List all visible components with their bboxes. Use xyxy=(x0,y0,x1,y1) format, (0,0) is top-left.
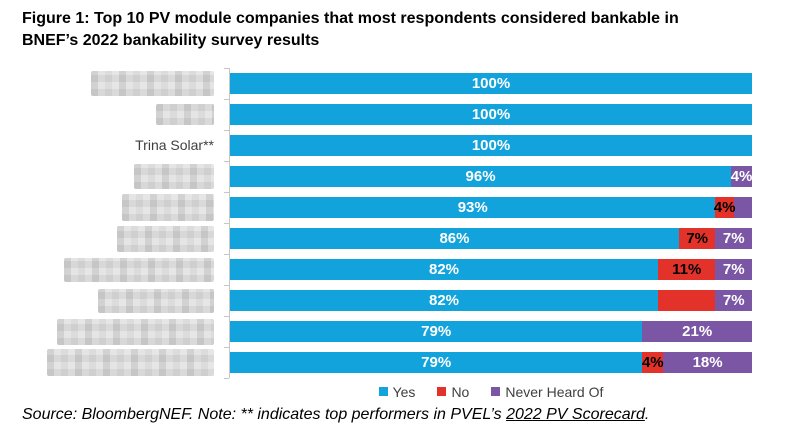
figure-title-line1: Figure 1: Top 10 PV module companies tha… xyxy=(22,10,679,27)
legend-item-never: Never Heard Of xyxy=(491,384,603,400)
source-note: Source: BloombergNEF. Note: ** indicates… xyxy=(22,406,649,424)
y-axis-tick xyxy=(224,99,229,100)
figure-title: Figure 1: Top 10 PV module companies tha… xyxy=(22,8,782,52)
y-axis-tick xyxy=(224,130,229,131)
bar-segment-yes: 79% xyxy=(230,352,643,373)
legend-label: Never Heard Of xyxy=(505,383,604,400)
y-axis-tick xyxy=(224,316,229,317)
bar-segment-never: 21% xyxy=(642,321,752,342)
bar-segment-label: 93% xyxy=(457,199,488,216)
scorecard-link[interactable]: 2022 PV Scorecard xyxy=(506,406,645,423)
bar-segment-yes: 86% xyxy=(230,228,679,249)
legend-swatch-never xyxy=(491,387,501,396)
bar-segment-no: 4% xyxy=(713,197,736,218)
legend-item-yes: Yes xyxy=(378,383,416,400)
bar-segment-no xyxy=(658,290,716,311)
bar-segment-label: 4% xyxy=(641,354,664,371)
legend: Yes No Never Heard Of xyxy=(230,383,752,400)
bar-row: 82% 7% xyxy=(230,290,752,311)
legend-label: No xyxy=(451,383,470,400)
bar-row: 82% 11% 7% xyxy=(230,259,752,280)
bar-segment-label: 100% xyxy=(471,137,511,154)
category-label-redacted xyxy=(156,104,214,125)
bar-segment-label: 79% xyxy=(421,354,452,371)
category-label-redacted xyxy=(57,318,214,345)
bar-segment-no: 4% xyxy=(641,352,664,373)
bar-row: 100% xyxy=(230,73,752,94)
bar-row: 93% 4% xyxy=(230,197,752,218)
bar-segment-label: 100% xyxy=(471,106,511,123)
bar-segment-label: 4% xyxy=(713,199,736,216)
bar-segment-label: 4% xyxy=(730,168,753,185)
bar-segment-label: 18% xyxy=(692,354,723,371)
bar-segment-never: 7% xyxy=(715,290,752,311)
bar-row: 100% xyxy=(230,104,752,125)
bar-segment-label: 79% xyxy=(421,323,452,340)
legend-swatch-no xyxy=(437,387,447,396)
bar-row: 96% 4% xyxy=(230,166,752,187)
bar-segment-yes: 93% xyxy=(230,197,716,218)
bar-segment-label: 7% xyxy=(722,292,745,309)
source-note-prefix: Source: BloombergNEF. Note: ** indicates… xyxy=(22,406,507,423)
bar-segment-label: 7% xyxy=(722,261,745,278)
bar-segment-never: 7% xyxy=(715,259,752,280)
category-label-redacted xyxy=(91,71,214,96)
bar-row: 79% 21% xyxy=(230,321,752,342)
bar-segment-label: 21% xyxy=(682,323,713,340)
bar-segment-yes: 100% xyxy=(230,73,752,94)
bar-segment-yes: 100% xyxy=(230,104,752,125)
y-axis-tick xyxy=(224,223,229,224)
legend-swatch-yes xyxy=(378,387,388,396)
bar-row: 79% 4% 18% xyxy=(230,352,752,373)
bar-segment-label: 11% xyxy=(672,261,702,278)
y-axis-tick xyxy=(224,378,229,379)
bar-segment-label: 96% xyxy=(465,168,496,185)
bar-segment-label: 82% xyxy=(429,261,460,278)
bar-segment-yes: 96% xyxy=(230,166,732,187)
bar-row: 86% 7% 7% xyxy=(230,228,752,249)
bar-segment-label: 86% xyxy=(439,230,470,247)
y-axis-tick xyxy=(224,285,229,286)
y-axis-line xyxy=(229,68,230,378)
legend-item-no: No xyxy=(437,384,469,400)
bar-segment-label: 7% xyxy=(722,230,745,247)
bar-segment-label: 82% xyxy=(429,292,460,309)
bar-row: 100% xyxy=(230,135,752,156)
y-axis-tick xyxy=(224,347,229,348)
bar-segment-never: 7% xyxy=(715,228,752,249)
y-axis-tick xyxy=(224,161,229,162)
source-note-suffix: . xyxy=(644,406,650,423)
y-axis-tick xyxy=(224,68,229,69)
category-label-redacted xyxy=(98,288,214,313)
category-label-redacted xyxy=(117,225,214,252)
bar-segment-never: 4% xyxy=(731,166,752,187)
legend-label: Yes xyxy=(392,383,416,400)
bar-segment-yes: 100% xyxy=(230,135,752,156)
bar-segment-label: 7% xyxy=(686,230,709,247)
y-axis-tick xyxy=(224,192,229,193)
bar-segment-yes: 82% xyxy=(230,290,659,311)
bar-segment-never xyxy=(733,197,752,218)
bar-segment-yes: 82% xyxy=(230,259,659,280)
bar-segment-never: 18% xyxy=(663,352,752,373)
figure-title-line2: BNEF’s 2022 bankability survey results xyxy=(22,32,320,49)
category-label: Trina Solar** xyxy=(135,137,214,153)
y-axis-tick xyxy=(224,254,229,255)
category-label-redacted xyxy=(134,164,214,189)
bar-segment-yes: 79% xyxy=(230,321,643,342)
category-label-redacted xyxy=(64,257,214,282)
category-label-redacted xyxy=(122,194,214,221)
bar-segment-no: 7% xyxy=(678,228,716,249)
bar-segment-no: 11% xyxy=(658,259,716,280)
category-label-redacted xyxy=(47,349,214,376)
bar-segment-label: 100% xyxy=(471,75,511,92)
